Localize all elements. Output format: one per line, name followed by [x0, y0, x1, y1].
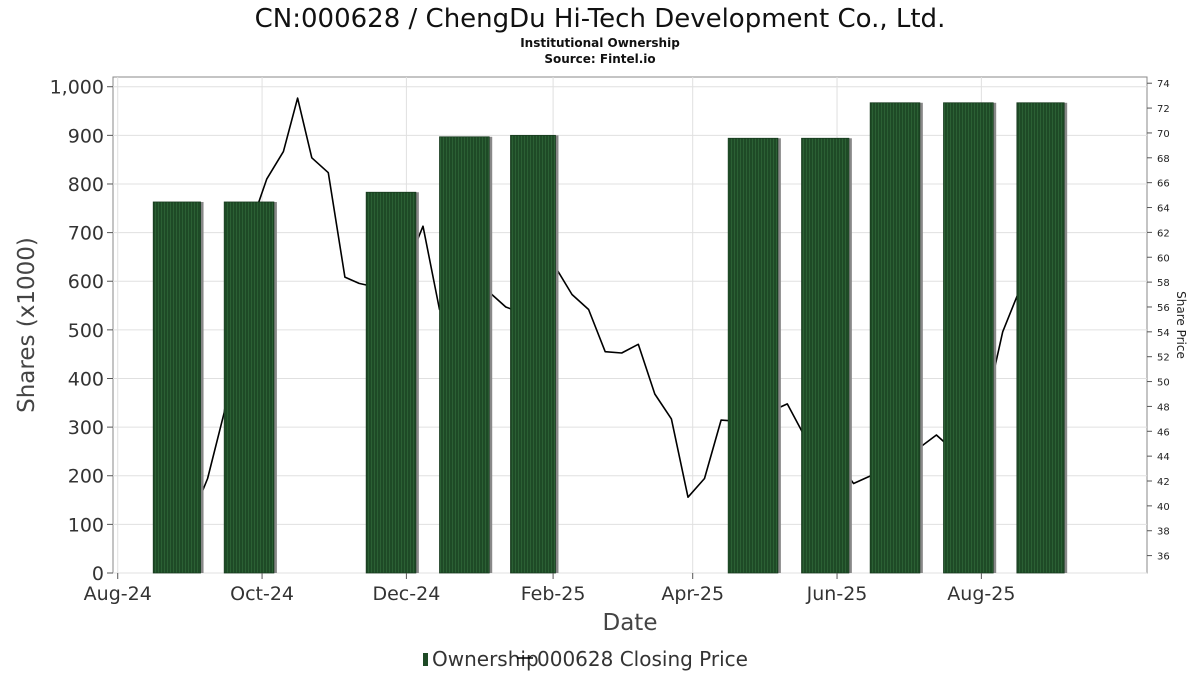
- y-right-tick-label: 50: [1157, 378, 1170, 389]
- y-right-tick-label: 40: [1157, 502, 1170, 513]
- x-tick-label: Jun-25: [806, 583, 868, 605]
- ownership-bar: [365, 191, 417, 574]
- y-tick-label: 400: [68, 368, 104, 390]
- y-right-tick-label: 58: [1157, 278, 1170, 289]
- x-tick-label: Dec-24: [372, 583, 440, 605]
- x-tick-label: Apr-25: [661, 583, 724, 605]
- y-right-tick-label: 60: [1157, 253, 1170, 264]
- y-right-tick-label: 54: [1157, 328, 1170, 339]
- y-right-tick-label: 74: [1157, 79, 1170, 90]
- y-tick-label: 600: [68, 271, 104, 293]
- y-tick-label: 100: [68, 514, 104, 536]
- legend-label-price: 000628 Closing Price: [537, 647, 748, 671]
- y-right-tick-label: 72: [1157, 104, 1170, 115]
- y-tick-label: 900: [68, 125, 104, 147]
- legend-swatch-ownership: [423, 653, 428, 666]
- y-right-tick-label: 46: [1157, 427, 1170, 438]
- y-tick-label: 200: [68, 466, 104, 488]
- x-tick-label: Aug-25: [947, 583, 1015, 605]
- y-right-tick-label: 52: [1157, 353, 1170, 364]
- ownership-bars: [152, 102, 1068, 574]
- y-tick-label: 0: [92, 563, 104, 585]
- ownership-bar: [1016, 102, 1065, 574]
- y-right-tick-label: 56: [1157, 303, 1170, 314]
- ownership-bar: [727, 137, 779, 574]
- y-tick-label: 1,000: [50, 77, 104, 99]
- y-right-tick-label: 64: [1157, 204, 1170, 215]
- ownership-bar: [439, 136, 490, 574]
- y-tick-label: 500: [68, 320, 104, 342]
- ownership-bar: [152, 201, 201, 574]
- x-tick-label: Aug-24: [84, 583, 152, 605]
- y-axis-label: Shares (x1000): [14, 237, 40, 413]
- x-tick-label: Oct-24: [230, 583, 294, 605]
- ownership-bar: [943, 102, 994, 574]
- chart-title: CN:000628 / ChengDu Hi-Tech Development …: [255, 4, 946, 34]
- chart-source: Source: Fintel.io: [544, 52, 655, 66]
- axis-ticks: 0 100 200 300 400 500 600 700 800 900 1,000 Aug-24 O…: [50, 77, 1170, 605]
- y-tick-label: 700: [68, 223, 104, 245]
- ownership-bar: [223, 201, 275, 574]
- y-right-tick-label: 44: [1157, 452, 1170, 463]
- legend: Ownership 000628 Closing Price: [423, 647, 748, 671]
- y-right-tick-label: 36: [1157, 552, 1170, 563]
- legend-label-ownership: Ownership: [432, 647, 539, 671]
- y-right-tick-label: 68: [1157, 154, 1170, 165]
- y-right-tick-label: 38: [1157, 527, 1170, 538]
- y-right-tick-label: 62: [1157, 228, 1170, 239]
- ownership-bar: [801, 137, 850, 574]
- x-axis-label: Date: [603, 610, 658, 636]
- y-right-tick-label: 48: [1157, 402, 1170, 413]
- y-axis-right-label: Share Price: [1174, 291, 1188, 359]
- ownership-bar: [510, 134, 556, 574]
- chart-subtitle: Institutional Ownership: [520, 36, 680, 50]
- y-tick-label: 300: [68, 417, 104, 439]
- y-right-tick-label: 70: [1157, 129, 1170, 140]
- ownership-bar: [869, 102, 921, 574]
- y-right-tick-label: 42: [1157, 477, 1170, 488]
- y-right-tick-label: 66: [1157, 179, 1170, 190]
- x-tick-label: Feb-25: [521, 583, 586, 605]
- y-tick-label: 800: [68, 174, 104, 196]
